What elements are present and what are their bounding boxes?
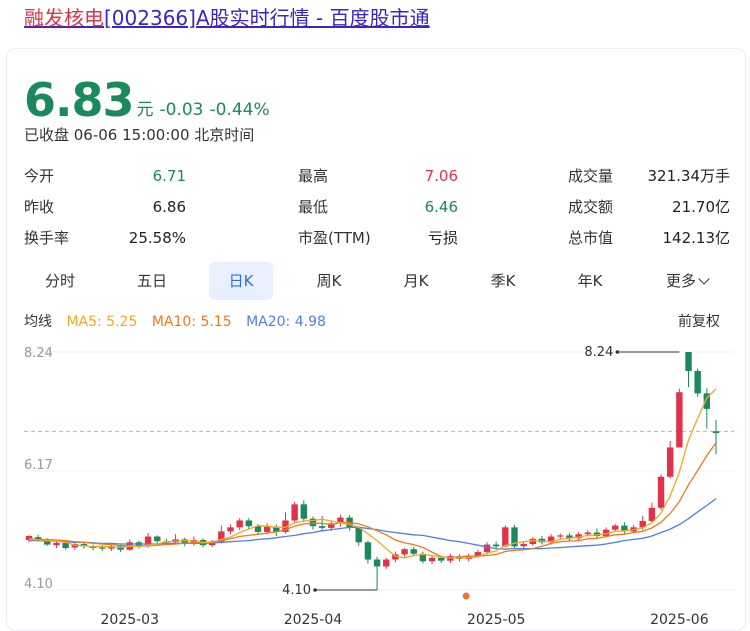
ma5-value: MA5: 5.25 <box>66 314 138 330</box>
ma10-value: MA10: 5.15 <box>151 314 232 330</box>
stock-name[interactable]: 融发核电 <box>24 6 104 30</box>
page-title-rest[interactable]: [002366]A股实时行情 - 百度股市通 <box>104 6 430 30</box>
stat-label: 总市值 <box>568 229 614 247</box>
tab-monthly-k[interactable]: 月K <box>403 272 429 290</box>
price-row: 6.83 元 -0.03 -0.44% <box>24 66 270 126</box>
stat-label: 最高 <box>298 167 329 185</box>
price-change: -0.03 <box>159 100 204 120</box>
stat-value: 21.70亿 <box>672 198 730 216</box>
stat-label: 今开 <box>24 167 55 185</box>
stat-value: 25.58% <box>128 228 186 247</box>
stat-value: 142.13亿 <box>662 229 731 247</box>
stat-volume: 成交量 321.34万手 <box>568 160 730 191</box>
chevron-down-icon <box>698 273 710 285</box>
tab-quarterly-k[interactable]: 季K <box>490 272 516 290</box>
period-tabs: 分时 五日 日K 周K 月K 季K 年K 更多 <box>24 262 736 300</box>
tab-weekly-k[interactable]: 周K <box>316 272 342 290</box>
stat-high: 最高 7.06 <box>298 160 458 191</box>
tab-daily-k[interactable]: 日K <box>209 262 273 300</box>
page-title-link[interactable]: 融发核电[002366]A股实时行情 - 百度股市通 <box>24 4 430 32</box>
stat-value: 6.71 <box>152 166 186 185</box>
stat-market-cap: 总市值 142.13亿 <box>568 222 730 253</box>
price-unit: 元 <box>136 100 154 120</box>
stat-value: 321.34万手 <box>647 167 731 185</box>
price-change-pct: -0.44% <box>209 100 270 120</box>
ma-legend-label: 均线 <box>24 314 52 330</box>
stat-label: 最低 <box>298 198 329 216</box>
ma20-value: MA20: 4.98 <box>246 314 326 330</box>
stat-value: 6.86 <box>152 197 186 216</box>
stats-col-1: 今开 6.71 昨收 6.86 换手率 25.58% <box>24 160 186 253</box>
stat-low: 最低 6.46 <box>298 191 458 222</box>
tab-intraday[interactable]: 分时 <box>44 272 75 290</box>
ma-legend: 均线 MA5: 5.25 MA10: 5.15 MA20: 4.98 前复权 <box>24 311 734 331</box>
tab-five-day[interactable]: 五日 <box>136 272 167 290</box>
tab-more-label: 更多 <box>665 272 696 290</box>
market-status: 已收盘 06-06 15:00:00 北京时间 <box>24 126 255 144</box>
stats-col-2: 最高 7.06 最低 6.46 市盈(TTM) 亏损 <box>298 160 458 253</box>
stats-col-3: 成交量 321.34万手 成交额 21.70亿 总市值 142.13亿 <box>568 160 730 253</box>
stat-turnover-rate: 换手率 25.58% <box>24 222 186 253</box>
stat-open: 今开 6.71 <box>24 160 186 191</box>
stat-label: 市盈(TTM) <box>298 229 371 247</box>
stat-label: 成交量 <box>568 167 614 185</box>
stat-value: 7.06 <box>424 166 458 185</box>
stat-value: 6.46 <box>424 197 458 216</box>
stat-prev-close: 昨收 6.86 <box>24 191 186 222</box>
adjust-mode-button[interactable]: 前复权 <box>678 314 720 330</box>
stat-label: 换手率 <box>24 229 70 247</box>
current-price: 6.83 <box>24 73 134 127</box>
stat-label: 昨收 <box>24 198 55 216</box>
stat-label: 成交额 <box>568 198 614 216</box>
stat-pe-ttm: 市盈(TTM) 亏损 <box>298 222 458 253</box>
tab-yearly-k[interactable]: 年K <box>577 272 603 290</box>
tab-more[interactable]: 更多 <box>652 262 722 300</box>
stat-amount: 成交额 21.70亿 <box>568 191 730 222</box>
stat-value: 亏损 <box>427 229 458 247</box>
